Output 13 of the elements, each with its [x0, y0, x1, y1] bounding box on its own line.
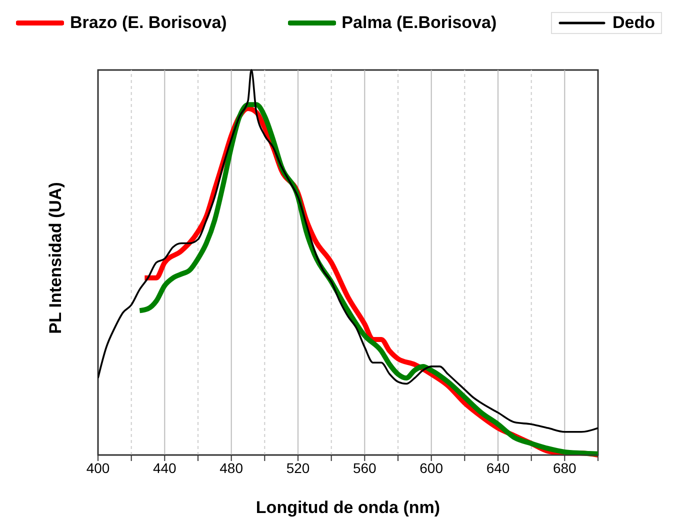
y-axis-title: PL Intensidad (UA)	[46, 182, 66, 334]
x-axis-title: Longitud de onda (nm)	[256, 498, 440, 517]
legend-label: Brazo (E. Borisova)	[70, 13, 227, 33]
legend-label: Palma (E.Borisova)	[342, 13, 497, 33]
x-tick-label: 640	[486, 460, 510, 476]
x-tick-label: 440	[152, 460, 177, 476]
x-tick-label: 400	[86, 460, 110, 476]
legend-label: Dedo	[612, 13, 655, 33]
x-tick-label: 480	[220, 460, 244, 476]
x-tick-label: 520	[286, 460, 310, 476]
x-tick-label: 680	[552, 460, 577, 476]
x-tick-label: 600	[420, 460, 444, 476]
x-tick-label: 560	[352, 460, 377, 476]
